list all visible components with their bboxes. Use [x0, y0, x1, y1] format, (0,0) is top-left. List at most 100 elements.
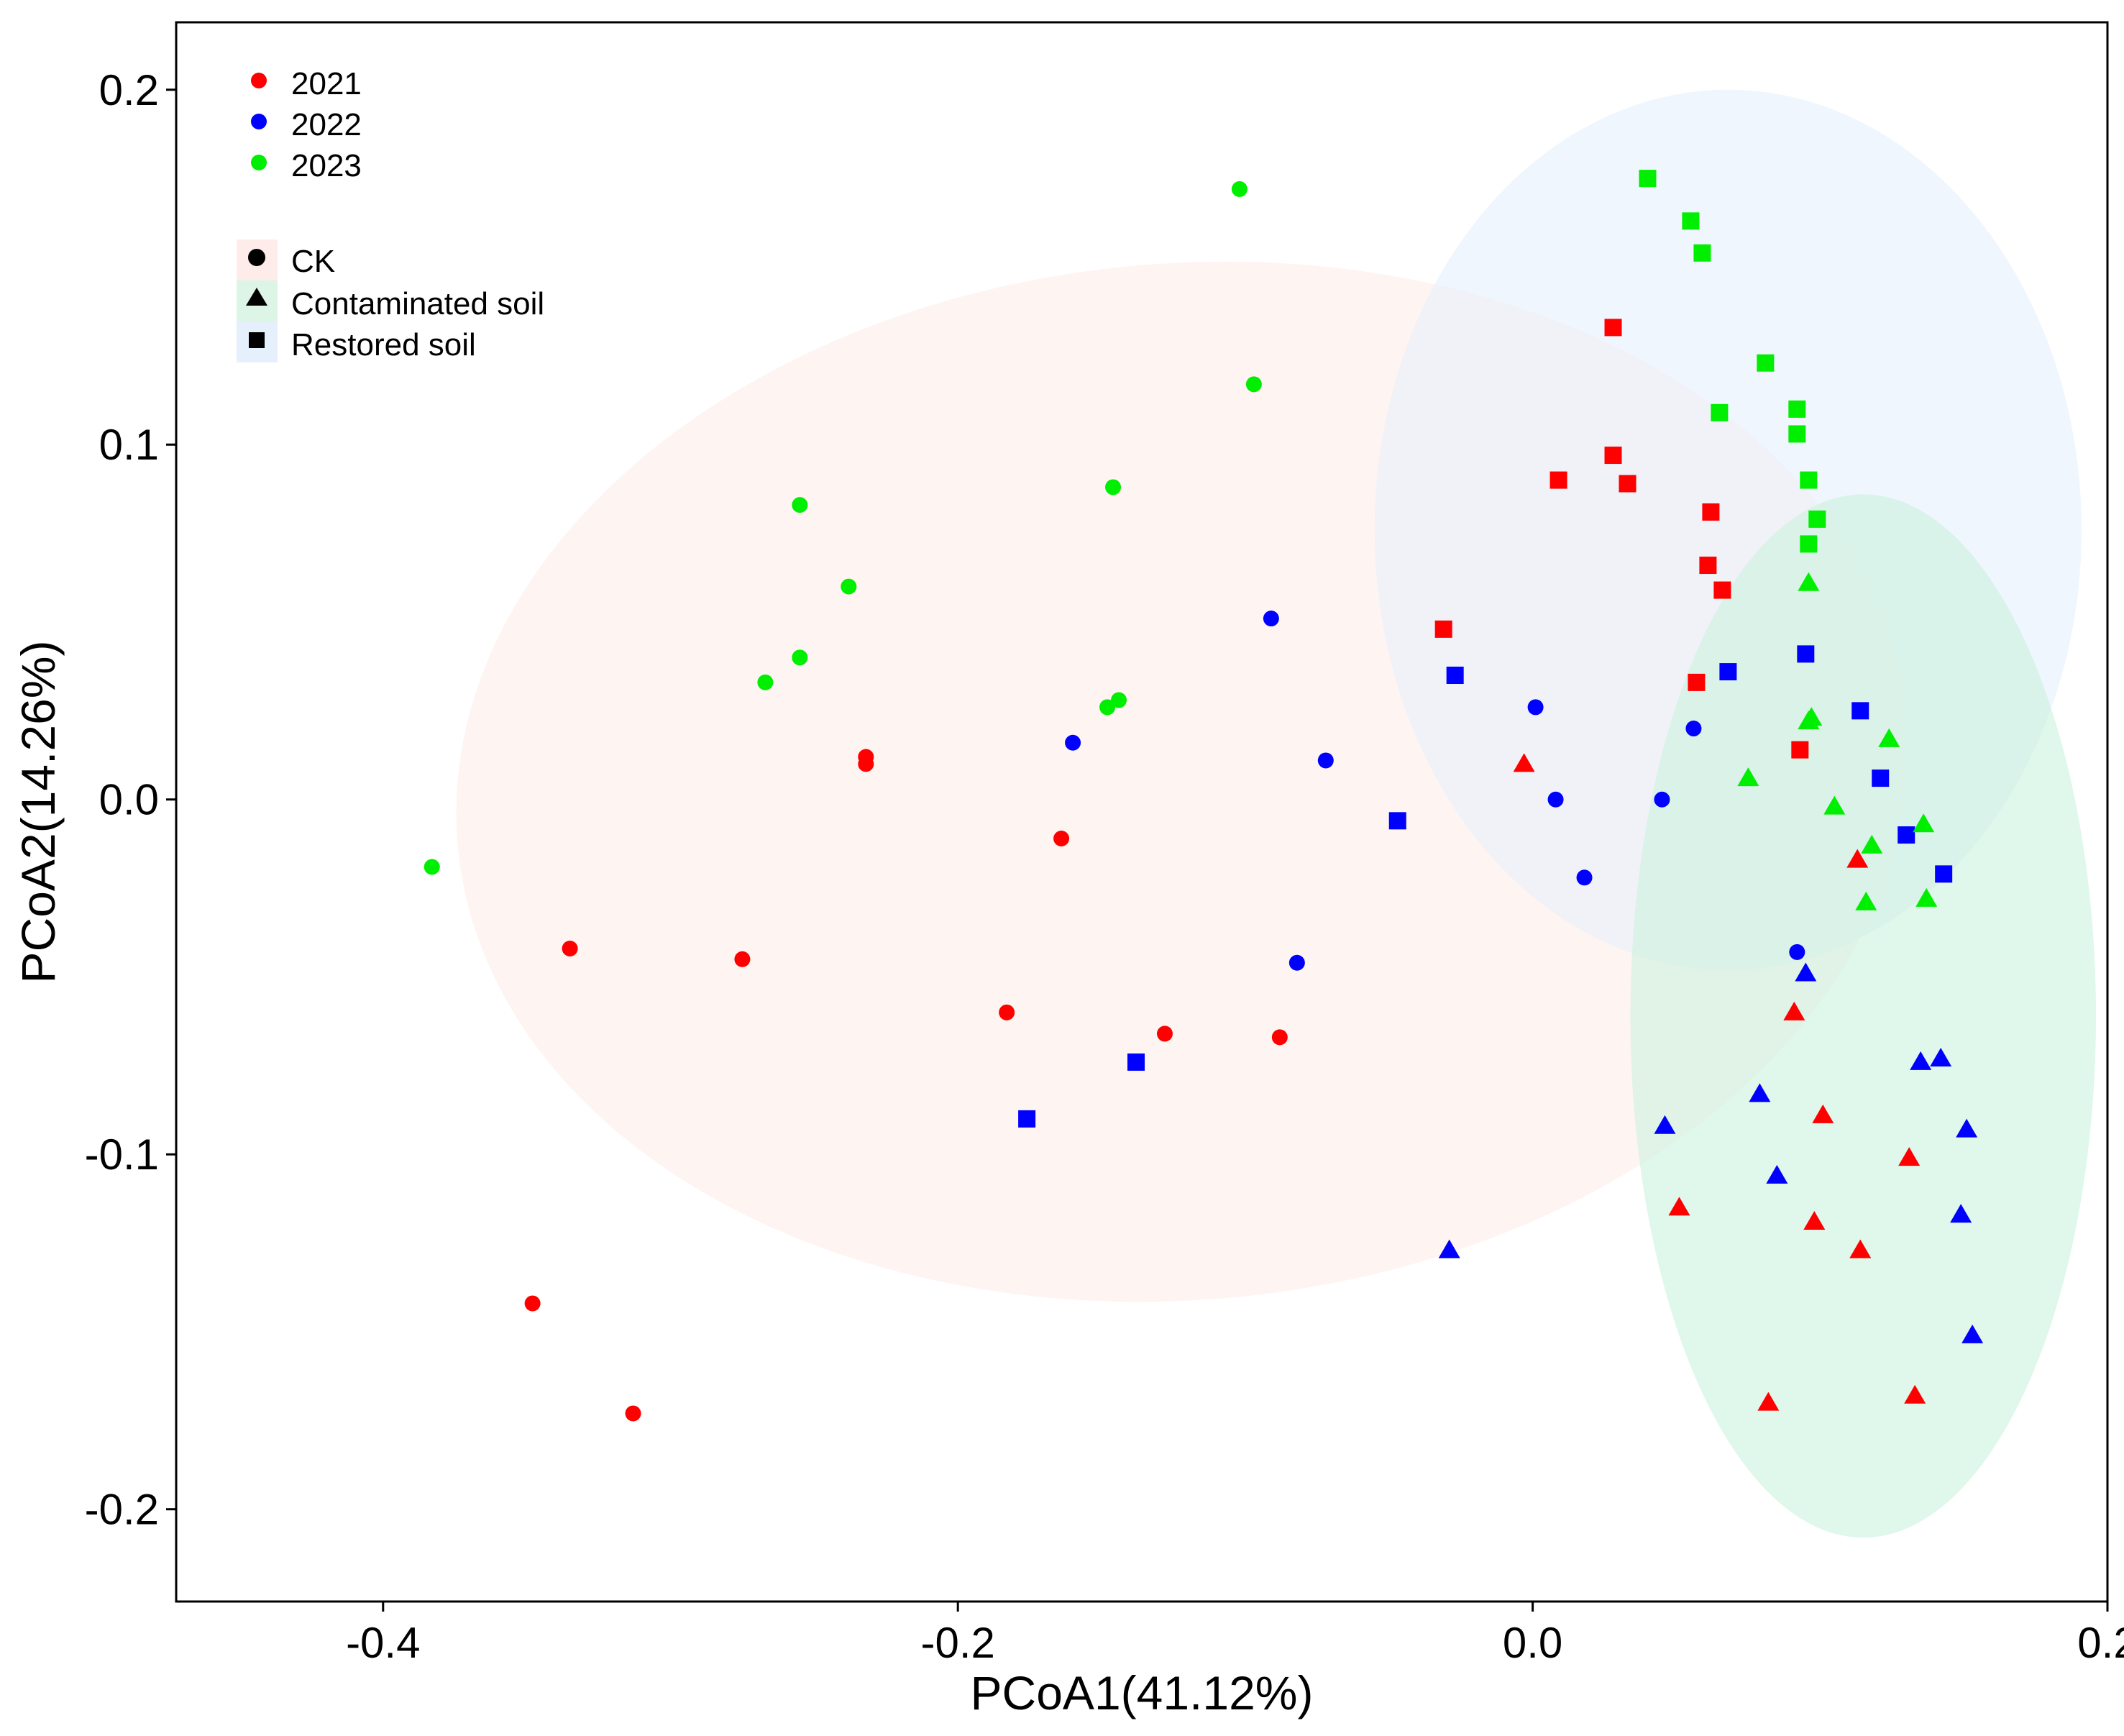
point-2021-contaminated	[1783, 1001, 1805, 1020]
legend-triangle-icon	[246, 288, 267, 306]
ellipse-contaminated	[1630, 494, 2097, 1538]
point-2021-restored	[1604, 447, 1622, 465]
point-2022-restored	[1851, 702, 1869, 720]
x-axis-title: PCoA1(41.12%)	[971, 1666, 1314, 1719]
point-2023-ck	[1099, 699, 1116, 716]
point-2023-contaminated	[1878, 728, 1900, 747]
point-2023-restored	[1788, 425, 1806, 443]
confidence-ellipses	[456, 89, 2097, 1538]
point-2023-ck	[1111, 692, 1127, 708]
point-2021-contaminated	[1668, 1197, 1690, 1216]
point-2022-ck	[1065, 734, 1081, 751]
y-tick-label: -0.2	[85, 1486, 159, 1534]
point-2023-contaminated	[1913, 813, 1935, 833]
point-2022-restored	[1719, 663, 1737, 681]
x-tick-label: -0.2	[920, 1619, 994, 1667]
point-2021-contaminated	[1513, 753, 1535, 772]
point-2021-restored	[1604, 319, 1622, 337]
point-2022-restored	[1127, 1053, 1145, 1071]
point-2021-contaminated	[1846, 849, 1869, 868]
legend-label-2021: 2021	[291, 66, 362, 101]
point-2023-contaminated	[1823, 795, 1846, 815]
point-2022-contaminated	[1749, 1083, 1771, 1102]
point-2023-restored	[1757, 354, 1775, 372]
point-2023-restored	[1711, 403, 1729, 421]
point-2021-contaminated	[1812, 1104, 1834, 1123]
data-points	[424, 170, 1984, 1422]
point-2021-restored	[1699, 557, 1717, 575]
point-2023-restored	[1800, 535, 1818, 553]
legend-label-restored: Restored soil	[291, 327, 476, 362]
legend-label-ck: CK	[291, 244, 335, 279]
point-2021-ck	[562, 940, 578, 956]
x-tick-label: 0.2	[2077, 1619, 2124, 1667]
legend-item-restored: Restored soil	[237, 321, 476, 362]
point-2022-contaminated	[1438, 1239, 1460, 1258]
point-2021-restored	[1434, 620, 1452, 638]
point-2023-ck	[1231, 181, 1248, 197]
legend-swatch-2023	[251, 155, 267, 170]
point-2021-contaminated	[1803, 1210, 1826, 1230]
point-2021-restored	[1713, 581, 1731, 599]
point-2021-ck	[858, 756, 874, 772]
point-2022-restored	[1388, 812, 1406, 830]
point-2023-ck	[1245, 376, 1262, 393]
point-2022-contaminated	[1962, 1324, 1984, 1343]
legend-swatch-2022	[251, 114, 267, 129]
axes: -0.4 -0.2 0.0 0.2 0.2 0.1 0.0 -0.1 -0.2	[85, 66, 2124, 1667]
point-2022-restored	[1446, 667, 1464, 685]
point-2022-restored	[1018, 1110, 1036, 1128]
point-2023-contaminated	[1855, 891, 1877, 910]
legend-label-2023: 2023	[291, 148, 362, 183]
point-2021-ck	[1156, 1025, 1173, 1042]
x-tick-label: -0.4	[346, 1619, 420, 1667]
point-2022-contaminated	[1766, 1164, 1788, 1184]
point-2022-ck	[1263, 611, 1279, 627]
point-2023-ck	[757, 674, 774, 690]
point-2023-contaminated	[1737, 767, 1759, 787]
point-2021-restored	[1791, 741, 1809, 759]
point-2023-contaminated	[1798, 572, 1820, 591]
point-2023-restored	[1800, 471, 1818, 489]
point-2022-ck	[1576, 869, 1593, 886]
point-2021-ck	[524, 1295, 541, 1312]
point-2021-ck	[1271, 1029, 1288, 1046]
point-2023-contaminated	[1800, 707, 1823, 726]
point-2021-restored	[1619, 475, 1637, 493]
point-2022-contaminated	[1654, 1115, 1676, 1134]
legend-group: CK Contaminated soil Restored soil	[237, 239, 544, 362]
point-2022-contaminated	[1950, 1204, 1972, 1223]
y-tick-label: 0.1	[99, 421, 159, 469]
point-2022-ck	[1654, 791, 1670, 808]
point-2021-contaminated	[1898, 1147, 1921, 1166]
point-2022-contaminated	[1956, 1118, 1978, 1138]
legend-year: 2021 2022 2023	[251, 66, 362, 183]
point-2022-restored	[1898, 826, 1915, 844]
point-2022-ck	[1317, 752, 1334, 769]
legend-item-ck: CK	[237, 239, 335, 280]
point-2023-restored	[1639, 170, 1657, 188]
y-tick-label: 0.2	[99, 66, 159, 114]
point-2022-ck	[1288, 954, 1305, 971]
x-tick-label: 0.0	[1503, 1619, 1562, 1667]
legend-label-2022: 2022	[291, 107, 362, 142]
point-2022-ck	[1527, 699, 1544, 716]
point-2023-contaminated	[1861, 834, 1883, 854]
point-2021-ck	[734, 951, 751, 967]
legend-label-contaminated: Contaminated soil	[291, 286, 544, 321]
point-2021-contaminated	[1757, 1392, 1780, 1411]
legend-square-icon	[249, 332, 265, 348]
point-2023-ck	[841, 578, 857, 595]
point-2021-contaminated	[1849, 1239, 1872, 1258]
legend-circle-icon	[248, 249, 265, 266]
point-2021-ck	[1053, 831, 1070, 847]
point-2023-contaminated	[1915, 887, 1938, 907]
point-2021-contaminated	[1904, 1384, 1926, 1404]
point-2023-restored	[1693, 244, 1711, 262]
point-2021-restored	[1688, 673, 1706, 691]
y-tick-label: 0.0	[99, 776, 159, 824]
point-2023-restored	[1808, 510, 1826, 528]
point-2022-restored	[1935, 865, 1953, 883]
point-2023-restored	[1788, 400, 1806, 418]
